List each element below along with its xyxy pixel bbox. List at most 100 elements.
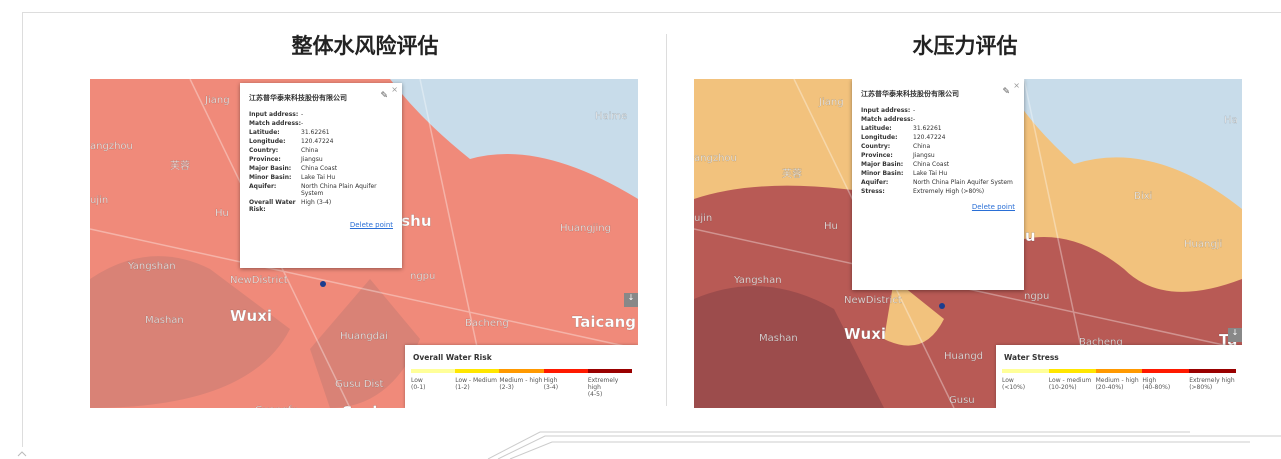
legend-range: (2-3) (499, 384, 514, 391)
field-value: China Coast (913, 161, 950, 168)
close-icon[interactable]: × (1013, 81, 1020, 90)
popup-row: Minor Basin: Lake Tai Hu (861, 170, 1015, 177)
field-label: Province: (861, 152, 893, 159)
legend-title: Water Stress (1004, 353, 1059, 362)
map-label: Guangfu (255, 405, 298, 408)
map-region (1004, 79, 1242, 209)
company-name: 江苏普华泰来科技股份有限公司 (249, 94, 347, 102)
legend-swatch (587, 369, 633, 373)
popup-row: Minor Basin: Lake Tai Hu (249, 174, 393, 181)
field-value: Extremely High (>80%) (913, 188, 985, 195)
edit-icon[interactable]: ✎ (1002, 87, 1010, 97)
popup-row: Input address: - (861, 107, 1015, 114)
legend-name: High (1142, 377, 1157, 384)
map-label: Yangshan (127, 261, 176, 272)
field-label: Latitude: (861, 125, 892, 132)
popup-row: Overall Water Risk: High (3-4) (249, 199, 393, 213)
map-label: Ha (1224, 115, 1238, 126)
legend-bar (411, 369, 633, 373)
map-region (90, 256, 290, 408)
legend: Overall Water Risk Low (0-1) Low - Medium (1… (405, 345, 638, 408)
field-value: North China Plain Aquifer System (913, 179, 1013, 186)
field-label: Major Basin: (249, 165, 292, 172)
legend-range: (<10%) (1002, 384, 1026, 391)
map-label: Gusu Dist (335, 379, 384, 390)
map-region (884, 279, 944, 346)
map-region (694, 286, 884, 408)
popup-row: Major Basin: China Coast (861, 161, 1015, 168)
map-label: angzhou (694, 153, 737, 164)
field-value: - (913, 116, 916, 123)
map-label: ngpu (1024, 291, 1049, 302)
popup-row: Longitude: 120.47224 (861, 134, 1015, 141)
field-label: Match address: (861, 116, 914, 123)
popup-row: Major Basin: China Coast (249, 165, 393, 172)
popup-row: Province: Jiangsu (861, 152, 1015, 159)
field-label: Longitude: (861, 134, 898, 141)
popup-row: Latitude: 31.62261 (861, 125, 1015, 132)
map-label: Bixi (1134, 191, 1152, 202)
legend-name: High (543, 377, 558, 384)
field-label: Country: (249, 147, 279, 154)
legend-name: Medium - high (1095, 377, 1139, 384)
field-value: 31.62261 (301, 129, 330, 136)
legend-name: Medium - high (499, 377, 543, 384)
map-label: Yangshan (733, 275, 782, 286)
legend-item: Low (0-1) (411, 377, 455, 398)
legend-swatch (543, 369, 588, 373)
close-icon[interactable]: × (391, 85, 398, 94)
map: JiangHaimeangzhou芙蓉ujinHuChangshuHuangji… (90, 79, 638, 408)
legend-item: High (3-4) (544, 377, 588, 398)
panel-title: 水压力评估 (912, 34, 1018, 58)
field-label: Aquifer: (249, 183, 277, 190)
legend-item: Low - Medium (1-2) (455, 377, 499, 398)
legend-item: Low (<10%) (1002, 377, 1049, 391)
legend-range: (20-40%) (1095, 384, 1124, 391)
map-label: Bacheng (465, 318, 509, 329)
frame-left (22, 12, 23, 447)
popup-row: Match address: - (861, 116, 1015, 123)
map-label: Mashan (759, 333, 798, 344)
legend-title: Overall Water Risk (413, 353, 492, 362)
field-label: Input address: (249, 111, 299, 118)
field-value: North China Plain Aquifer System (301, 183, 377, 197)
legend-item: Medium - high (20-40%) (1096, 377, 1143, 391)
zoom-button[interactable]: ↓ (624, 293, 638, 307)
zoom-button[interactable]: ↓ (1228, 328, 1242, 342)
legend-range: (3-4) (543, 384, 559, 391)
map-label: Mashan (145, 315, 184, 326)
popup: × ✎ 江苏普华泰来科技股份有限公司 Input address: - Match add… (852, 79, 1024, 290)
legend-range: (0-1) (411, 384, 426, 391)
legend-swatch (1095, 369, 1143, 373)
legend-swatch (455, 369, 500, 373)
delete-point[interactable]: Delete point (349, 221, 393, 229)
map-label: Suzhou (342, 403, 404, 408)
popup-row: Aquifer: North China Plain Aquifer System (249, 183, 393, 197)
map-label: ujin (694, 213, 712, 224)
field-value: Lake Tai Hu (913, 170, 948, 177)
company-name: 江苏普华泰来科技股份有限公司 (861, 90, 959, 98)
map-label: NewDistrict (844, 295, 902, 306)
map: JiangHaangzhou芙蓉BixiujinHuChangshuHuangj… (694, 79, 1242, 408)
field-label: Aquifer: (861, 179, 889, 186)
popup: × ✎ 江苏普华泰来科技股份有限公司 Input address: - Match add… (240, 83, 402, 268)
popup-row: Country: China (249, 147, 393, 154)
map-label: Haime (595, 111, 627, 122)
map-label: Taicang (572, 313, 636, 331)
map-label: 芙蓉 (170, 159, 190, 172)
legend-items: Low (<10%) Low - medium (10-20%) Medium - hi… (1002, 377, 1236, 391)
map-label: Huangjing (560, 223, 611, 234)
legend-item: Extremely high (4-5) (588, 377, 632, 398)
legend-swatch (1048, 369, 1096, 373)
field-value: Jiangsu (913, 152, 935, 159)
field-value: China Coast (301, 165, 338, 172)
popup-row: Latitude: 31.62261 (249, 129, 393, 136)
legend-name: Extremely high (1189, 377, 1235, 384)
edit-icon[interactable]: ✎ (380, 91, 388, 101)
popup-row: Province: Jiangsu (249, 156, 393, 163)
map-label: ngpu (410, 271, 435, 282)
legend-items: Low (0-1) Low - Medium (1-2) Medium - high (2… (411, 377, 632, 398)
popup-row: Stress: Extremely High (>80%) (861, 188, 1015, 195)
delete-point[interactable]: Delete point (971, 203, 1015, 211)
field-label: Longitude: (249, 138, 286, 145)
